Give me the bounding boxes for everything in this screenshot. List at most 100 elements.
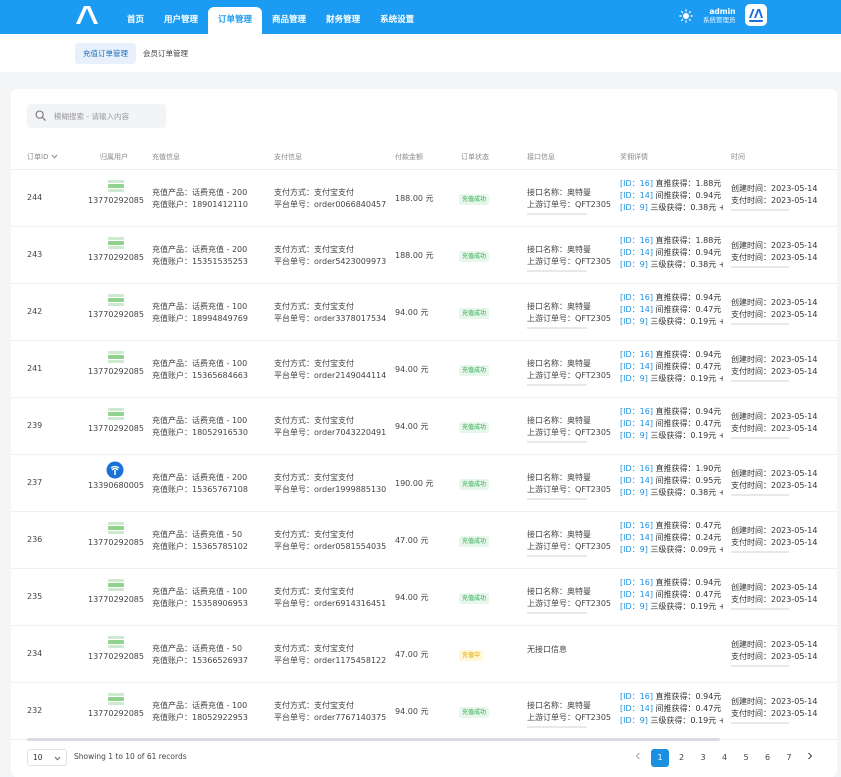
- cell-scrollbar[interactable]: [527, 213, 587, 215]
- page-button[interactable]: 1: [651, 749, 669, 767]
- user-phone[interactable]: 13770292085: [88, 595, 144, 604]
- avatar[interactable]: [745, 4, 767, 26]
- time-scrollbar[interactable]: [731, 437, 789, 439]
- cell-scrollbar[interactable]: [527, 498, 587, 500]
- user-phone[interactable]: 13770292085: [88, 652, 144, 661]
- commission-id-link[interactable]: [ID：14]: [620, 590, 653, 599]
- table-row[interactable]: 239 13770292085 充值产品：话费充值 - 100 充值账户：180529…: [11, 398, 837, 455]
- nav-item[interactable]: 首页: [127, 15, 145, 25]
- commission-id-link[interactable]: [ID：14]: [620, 419, 653, 428]
- commission-id-link[interactable]: [ID：9]: [620, 374, 648, 383]
- time-scrollbar[interactable]: [731, 608, 789, 610]
- user-phone[interactable]: 13770292085: [88, 196, 144, 205]
- time-scrollbar[interactable]: [731, 722, 789, 724]
- commission-line: [ID：14] 间推获得：0.95元 +: [620, 476, 723, 485]
- commission-id-link[interactable]: [ID：16]: [620, 692, 653, 701]
- cell-scrollbar[interactable]: [527, 441, 587, 443]
- commission-id-link[interactable]: [ID：9]: [620, 317, 648, 326]
- interface-none: 无接口信息: [527, 645, 567, 654]
- cell-scrollbar[interactable]: [527, 726, 587, 728]
- nav-item[interactable]: 订单管理: [208, 7, 263, 34]
- status-badge: 充值成功: [459, 422, 490, 433]
- page-button[interactable]: 5: [743, 753, 749, 762]
- table-row[interactable]: 237 13390680005 充值产品：话费充值 - 200 充值账户：153657…: [11, 455, 837, 512]
- next-page-button[interactable]: [801, 749, 819, 767]
- time-scrollbar[interactable]: [731, 380, 789, 382]
- search-input[interactable]: [54, 108, 162, 124]
- created-time: 创建时间：2023-05-14: [731, 241, 818, 250]
- commission-id-link[interactable]: [ID：16]: [620, 179, 653, 188]
- user-phone[interactable]: 13770292085: [88, 253, 144, 262]
- tab-member-orders[interactable]: 会员订单管理: [143, 49, 188, 58]
- commission-id-link[interactable]: [ID：9]: [620, 203, 648, 212]
- commission-id-link[interactable]: [ID：14]: [620, 248, 653, 257]
- table-row[interactable]: 242 13770292085 充值产品：话费充值 - 100 充值账户：189948…: [11, 284, 837, 341]
- time-scrollbar[interactable]: [731, 266, 789, 268]
- commission-id-link[interactable]: [ID：16]: [620, 350, 653, 359]
- user-phone[interactable]: 13770292085: [88, 538, 144, 547]
- commission-id-link[interactable]: [ID：9]: [620, 431, 648, 440]
- commission-id-link[interactable]: [ID：14]: [620, 704, 653, 713]
- user-role: 系统管理员: [703, 16, 736, 24]
- header-order-id[interactable]: 订单ID: [27, 152, 58, 162]
- commission-id-link[interactable]: [ID：9]: [620, 488, 648, 497]
- user-phone[interactable]: 13770292085: [88, 709, 144, 718]
- table-row[interactable]: 234 13770292085 充值产品：话费充值 - 50 充值账户：1536652…: [11, 626, 837, 683]
- table-row[interactable]: 236 13770292085 充值产品：话费充值 - 50 充值账户：1536578…: [11, 512, 837, 569]
- nav-item[interactable]: 系统设置: [380, 15, 415, 25]
- commission-id-link[interactable]: [ID：14]: [620, 362, 653, 371]
- user-info[interactable]: admin 系统管理员: [703, 7, 736, 25]
- user-phone[interactable]: 13390680005: [88, 481, 144, 490]
- table-row[interactable]: 235 13770292085 充值产品：话费充值 - 100 充值账户：153589…: [11, 569, 837, 626]
- commission-id-link[interactable]: [ID：9]: [620, 260, 648, 269]
- user-phone[interactable]: 13770292085: [88, 367, 144, 376]
- cell-scrollbar[interactable]: [527, 270, 587, 272]
- horizontal-scrollbar[interactable]: [27, 738, 720, 741]
- commission-id-link[interactable]: [ID：16]: [620, 578, 653, 587]
- tab-recharge-orders[interactable]: 充值订单管理: [75, 43, 136, 64]
- cell-scrollbar[interactable]: [527, 327, 587, 329]
- upstream-order-no: 上游订单号：QFT2305: [527, 314, 612, 323]
- commission-id-link[interactable]: [ID：16]: [620, 293, 653, 302]
- commission-id-link[interactable]: [ID：16]: [620, 521, 653, 530]
- user-phone[interactable]: 13770292085: [88, 310, 144, 319]
- cell-scrollbar[interactable]: [527, 384, 587, 386]
- page-size-select[interactable]: 10: [27, 749, 67, 766]
- recharge-product: 充值产品：话费充值 - 50: [152, 644, 243, 653]
- commission-id-link[interactable]: [ID：14]: [620, 476, 653, 485]
- commission-id-link[interactable]: [ID：14]: [620, 305, 653, 314]
- table-row[interactable]: 241 13770292085 充值产品：话费充值 - 100 充值账户：153656…: [11, 341, 837, 398]
- time-scrollbar[interactable]: [731, 665, 789, 667]
- nav-item[interactable]: 用户管理: [164, 15, 199, 25]
- nav-item[interactable]: 财务管理: [326, 15, 361, 25]
- page-button[interactable]: 3: [700, 753, 706, 762]
- time-scrollbar[interactable]: [731, 209, 789, 211]
- cell-scrollbar[interactable]: [527, 555, 587, 557]
- commission-id-link[interactable]: [ID：16]: [620, 464, 653, 473]
- table-row[interactable]: 243 13770292085 充值产品：话费充值 - 200 充值账户：153515…: [11, 227, 837, 284]
- commission-details: [ID：16] 直推获得：1.88元 + [ID：14] 间推获得：0.94元 +…: [620, 178, 723, 214]
- commission-id-link[interactable]: [ID：16]: [620, 236, 653, 245]
- commission-id-link[interactable]: [ID：16]: [620, 407, 653, 416]
- sort-chevron-down-icon[interactable]: [51, 154, 58, 159]
- commission-id-link[interactable]: [ID：14]: [620, 533, 653, 542]
- commission-id-link[interactable]: [ID：9]: [620, 716, 648, 725]
- table-row[interactable]: 232 13770292085 充值产品：话费充值 - 100 充值账户：180529…: [11, 683, 837, 740]
- time-scrollbar[interactable]: [731, 323, 789, 325]
- time-scrollbar[interactable]: [731, 494, 789, 496]
- page-button[interactable]: 7: [786, 753, 792, 762]
- commission-id-link[interactable]: [ID：14]: [620, 191, 653, 200]
- prev-page-button[interactable]: [629, 749, 647, 767]
- page-button[interactable]: 4: [721, 753, 728, 762]
- time-scrollbar[interactable]: [731, 551, 789, 553]
- commission-id-link[interactable]: [ID：9]: [620, 545, 648, 554]
- theme-toggle-sun-icon[interactable]: [679, 9, 693, 23]
- commission-id-link[interactable]: [ID：9]: [620, 602, 648, 611]
- user-phone[interactable]: 13770292085: [88, 424, 144, 433]
- table-row[interactable]: 244 13770292085 充值产品：话费充值 - 200 充值账户：189014…: [11, 170, 837, 227]
- page-button[interactable]: 2: [678, 753, 685, 762]
- cell-scrollbar[interactable]: [527, 612, 587, 614]
- interface-name: 接口名称：奥特曼: [527, 245, 591, 254]
- page-button[interactable]: 6: [764, 753, 771, 762]
- nav-item[interactable]: 商品管理: [272, 15, 307, 25]
